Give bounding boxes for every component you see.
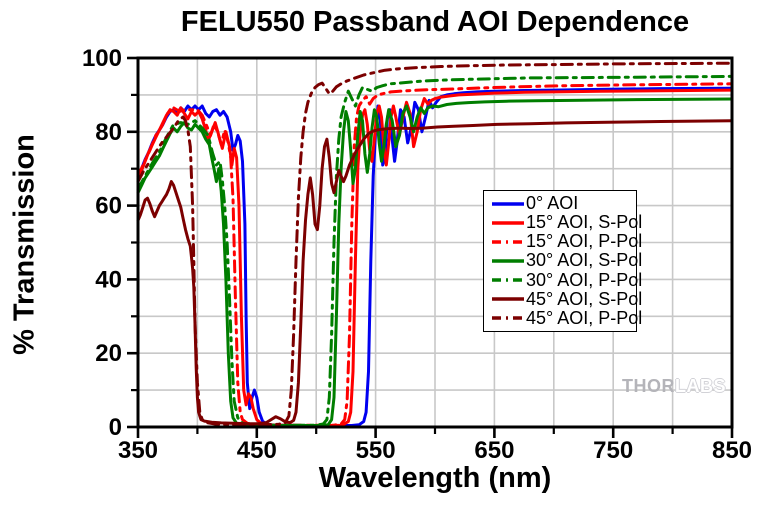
legend-item-label: 0° AOI (526, 193, 579, 214)
svg-text:60: 60 (95, 193, 122, 220)
svg-text:100: 100 (82, 45, 122, 72)
legend-line-sample (492, 278, 524, 282)
legend-item-label: 45° AOI, P-Pol (526, 307, 643, 328)
legend-line-sample (492, 220, 524, 225)
svg-text:450: 450 (237, 437, 277, 464)
thorlabs-watermark-labs: LABS (675, 376, 726, 396)
thorlabs-watermark: THORLABS (622, 376, 726, 397)
legend-item-label: 30° AOI, S-Pol (526, 250, 643, 271)
legend-item: 0° AOI (491, 193, 636, 214)
legend-item: 15° AOI, P-Pol (491, 231, 642, 251)
thorlabs-watermark-thor: THOR (622, 376, 675, 396)
legend-line-sample (492, 259, 524, 263)
legend: 0° AOI 15° AOI, S-Pol 15° AOI, P-Pol 30°… (483, 190, 642, 332)
svg-text:0: 0 (109, 414, 122, 441)
svg-text:350: 350 (118, 437, 158, 464)
svg-text:550: 550 (356, 437, 396, 464)
svg-text:750: 750 (593, 437, 633, 464)
chart-title: FELU550 Passband AOI Dependence (180, 6, 690, 38)
legend-item-label: 15° AOI, S-Pol (526, 212, 643, 233)
legend-line-sample (492, 201, 524, 206)
legend-item: 45° AOI, S-Pol (491, 289, 642, 309)
svg-text:650: 650 (474, 437, 514, 464)
legend-item-label: 15° AOI, P-Pol (526, 231, 643, 252)
legend-item: 30° AOI, P-Pol (491, 270, 642, 290)
legend-item-label: 45° AOI, S-Pol (526, 288, 643, 309)
y-axis-title: % Transmission (8, 134, 41, 355)
svg-text:20: 20 (95, 340, 122, 367)
svg-text:80: 80 (95, 119, 122, 146)
legend-item-label: 30° AOI, P-Pol (526, 269, 643, 290)
legend-line-sample (492, 297, 524, 302)
legend-line-sample (492, 240, 524, 244)
legend-item: 45° AOI, P-Pol (491, 308, 642, 328)
legend-line-sample (492, 316, 524, 321)
legend-item: 30° AOI, S-Pol (491, 250, 642, 270)
svg-text:40: 40 (95, 266, 122, 293)
legend-item: 15° AOI, S-Pol (491, 212, 642, 232)
svg-text:850: 850 (712, 437, 752, 464)
x-axis-title: Wavelength (nm) (318, 462, 552, 494)
